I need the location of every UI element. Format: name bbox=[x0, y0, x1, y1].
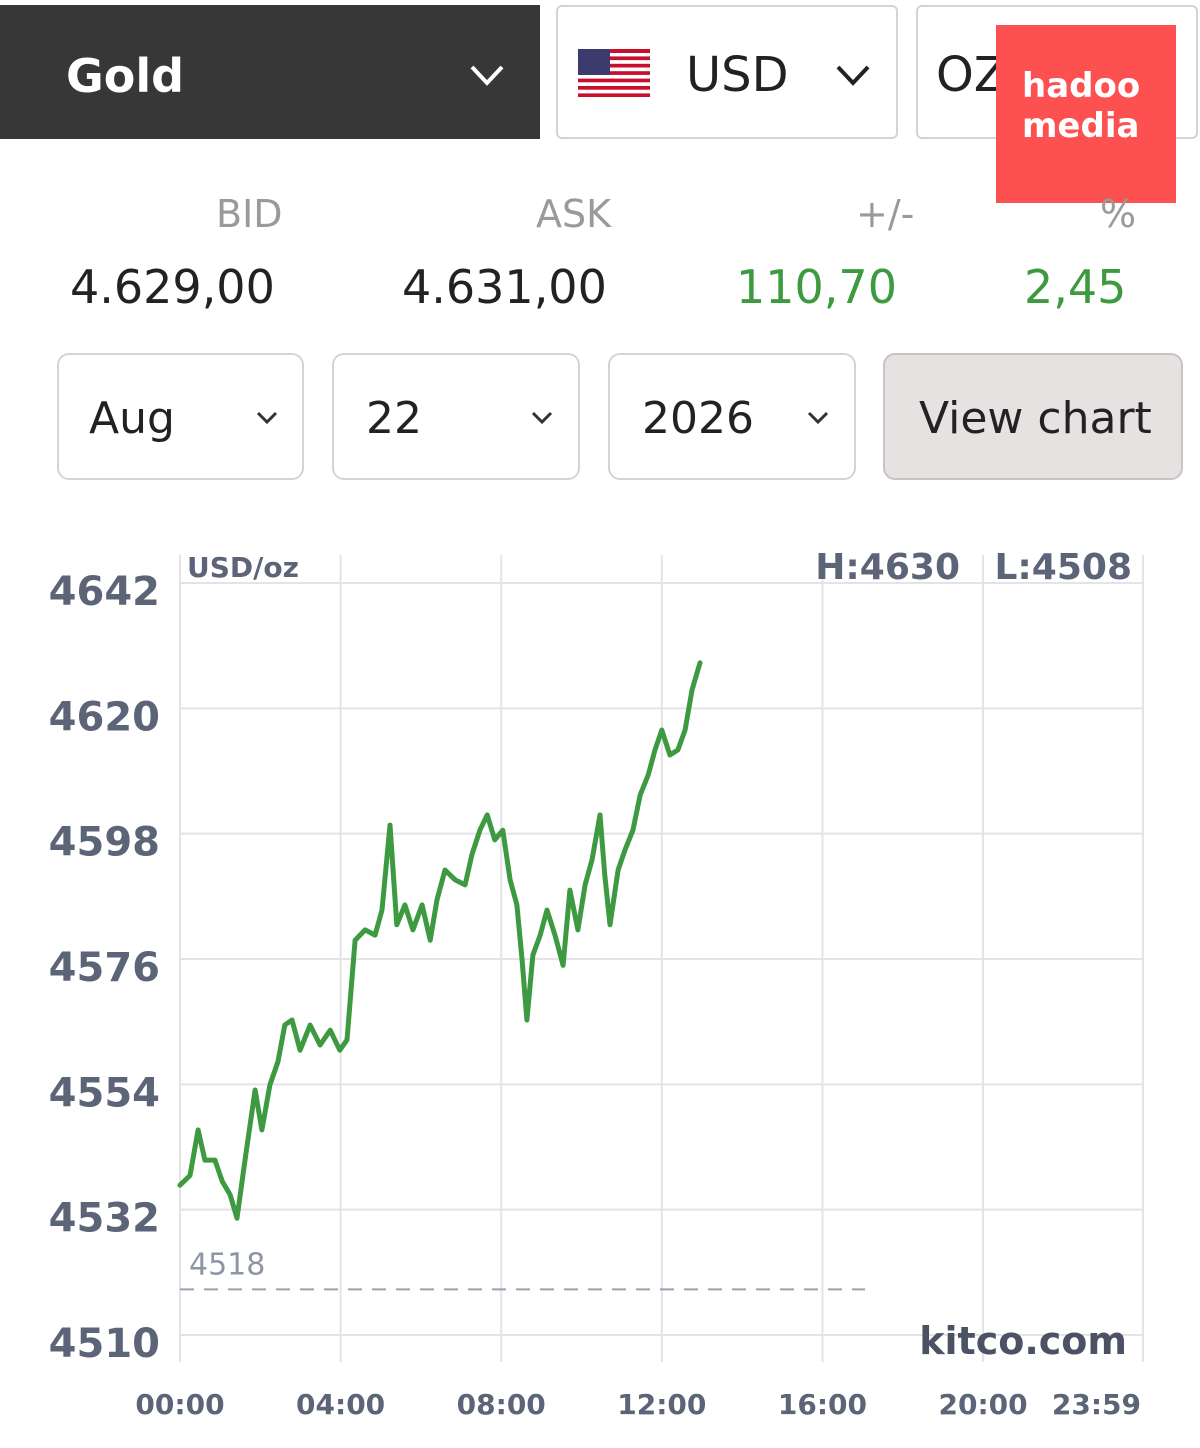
y-tick-label: 4554 bbox=[49, 1070, 160, 1116]
x-tick-label: 20:00 bbox=[938, 1388, 1027, 1421]
quote-label: BID bbox=[216, 192, 283, 236]
quote-value: 2,45 bbox=[1024, 260, 1127, 314]
y-tick-label: 4576 bbox=[49, 945, 160, 991]
chevron bbox=[531, 411, 553, 425]
reference-label: 4518 bbox=[189, 1247, 265, 1282]
unit-label: USD/oz bbox=[187, 551, 299, 584]
month-select[interactable]: Aug bbox=[57, 353, 304, 480]
y-tick-label: 4510 bbox=[49, 1321, 160, 1367]
x-tick-label: 16:00 bbox=[778, 1388, 867, 1421]
y-tick-label: 4620 bbox=[49, 694, 160, 740]
y-tick-label: 4532 bbox=[49, 1196, 160, 1242]
quote-value: 4.629,00 bbox=[70, 260, 275, 314]
quote-value: 4.631,00 bbox=[402, 260, 607, 314]
source-label: kitco.com bbox=[919, 1319, 1127, 1363]
chevron bbox=[836, 65, 870, 86]
x-tick-label: 04:00 bbox=[296, 1388, 385, 1421]
chevron bbox=[470, 65, 504, 86]
day-select[interactable]: 22 bbox=[332, 353, 580, 480]
watermark-text: media bbox=[1022, 106, 1140, 146]
day: 22 bbox=[366, 393, 422, 444]
watermark: hadoo media bbox=[996, 25, 1176, 203]
currency-name: USD bbox=[686, 47, 789, 103]
low-label: L:4508 bbox=[994, 547, 1132, 588]
view-chart-button[interactable]: View chart bbox=[883, 353, 1183, 480]
month: Aug bbox=[89, 393, 175, 444]
watermark-text: hadoo bbox=[1022, 66, 1141, 106]
x-tick-label: 00:00 bbox=[135, 1388, 224, 1421]
year: 2026 bbox=[642, 393, 754, 444]
chevron bbox=[807, 411, 829, 425]
chart: USD/oz H:4630 L:4508 kitco.com 4510 4532 4… bbox=[49, 547, 1144, 1421]
y-tick-label: 4642 bbox=[49, 569, 160, 615]
button-label: View chart bbox=[919, 393, 1152, 444]
price-line bbox=[177, 660, 703, 1221]
chevron bbox=[256, 411, 278, 425]
high-label: H:4630 bbox=[815, 547, 960, 588]
x-tick-label: 12:00 bbox=[617, 1388, 706, 1421]
unit-name: OZ bbox=[936, 47, 1007, 103]
currency-select[interactable]: USD bbox=[556, 5, 898, 139]
metal-select[interactable]: Gold bbox=[0, 5, 540, 139]
y-tick-label: 4598 bbox=[49, 820, 160, 866]
us-flag bbox=[578, 49, 650, 97]
metal-name: Gold bbox=[66, 49, 185, 103]
quote-value: 110,70 bbox=[736, 260, 897, 314]
x-tick-label: 08:00 bbox=[457, 1388, 546, 1421]
x-tick-label: 23:59 bbox=[1052, 1388, 1141, 1421]
year-select[interactable]: 2026 bbox=[608, 353, 856, 480]
quote-label: % bbox=[1100, 192, 1137, 236]
quote-label: ASK bbox=[536, 192, 612, 236]
quote-label: +/- bbox=[856, 192, 915, 236]
